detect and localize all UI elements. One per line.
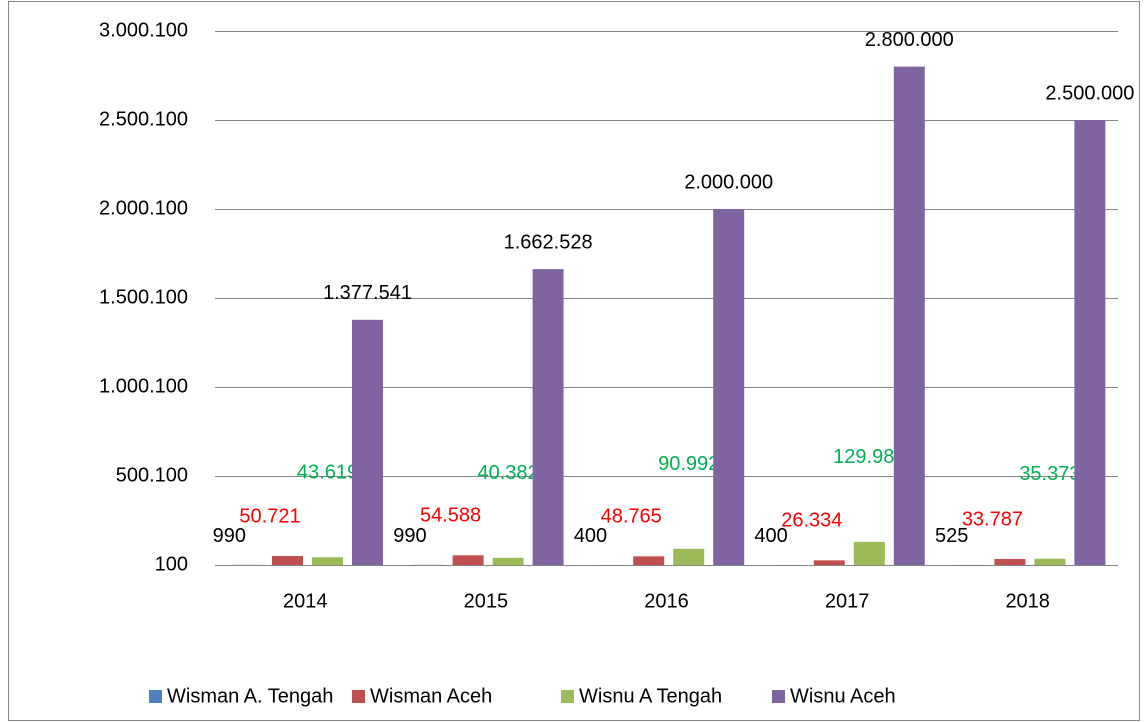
data-label: 1.377.541	[323, 282, 412, 304]
data-label: 2.000.000	[684, 171, 773, 193]
data-label: 26.334	[781, 510, 842, 532]
data-label: 35.373	[1019, 463, 1080, 485]
bar	[713, 209, 745, 565]
y-tick-label: 2.000.100	[99, 197, 188, 219]
data-label: 129.986	[833, 446, 905, 468]
bar	[853, 541, 885, 565]
x-tick-label: 2015	[464, 590, 509, 612]
data-label: 43.619	[297, 462, 358, 484]
bar	[352, 319, 383, 565]
chart-border	[8, 1, 1140, 721]
legend-label: Wisman A. Tengah	[167, 685, 333, 707]
bar	[994, 559, 1026, 565]
x-tick-label: 2018	[1005, 590, 1050, 612]
legend-swatch	[352, 690, 365, 703]
bar	[1074, 120, 1106, 566]
data-label: 525	[935, 525, 968, 547]
bar	[272, 555, 303, 565]
data-label: 90.992	[658, 453, 719, 475]
bar	[312, 557, 343, 565]
legend-swatch	[149, 690, 162, 703]
y-tick-label: 1.500.100	[99, 286, 188, 308]
bar	[1034, 558, 1066, 565]
bar	[673, 548, 705, 565]
legend-swatch	[561, 690, 574, 703]
bar	[893, 66, 925, 565]
data-label: 50.721	[239, 505, 300, 527]
y-tick-label: 2.500.100	[99, 108, 188, 130]
data-label: 400	[574, 525, 607, 547]
data-label: 400	[754, 525, 787, 547]
legend-label: Wisnu Aceh	[790, 685, 896, 707]
bar	[532, 269, 564, 565]
legend-label: Wisman Aceh	[370, 685, 492, 707]
bar	[813, 560, 845, 565]
y-tick-label: 500.100	[116, 464, 188, 486]
y-tick-label: 3.000.100	[99, 19, 188, 41]
data-label: 990	[393, 525, 426, 547]
legend-swatch	[772, 690, 785, 703]
x-tick-label: 2017	[825, 590, 870, 612]
data-label: 40.382	[478, 462, 539, 484]
legend-label: Wisnu A Tengah	[579, 685, 722, 707]
data-label: 54.588	[420, 505, 481, 527]
data-label: 2.800.000	[865, 29, 954, 51]
data-label: 990	[213, 525, 246, 547]
y-tick-label: 1.000.100	[99, 375, 188, 397]
data-label: 2.500.000	[1045, 82, 1134, 104]
x-tick-label: 2016	[644, 590, 689, 612]
data-label: 1.662.528	[504, 231, 593, 253]
bar	[492, 557, 524, 565]
data-label: 48.765	[601, 506, 662, 528]
x-tick-label: 2014	[283, 590, 328, 612]
bar	[452, 555, 484, 565]
y-tick-label: 100	[155, 553, 188, 575]
bar	[633, 556, 665, 565]
data-label: 33.787	[962, 508, 1023, 530]
